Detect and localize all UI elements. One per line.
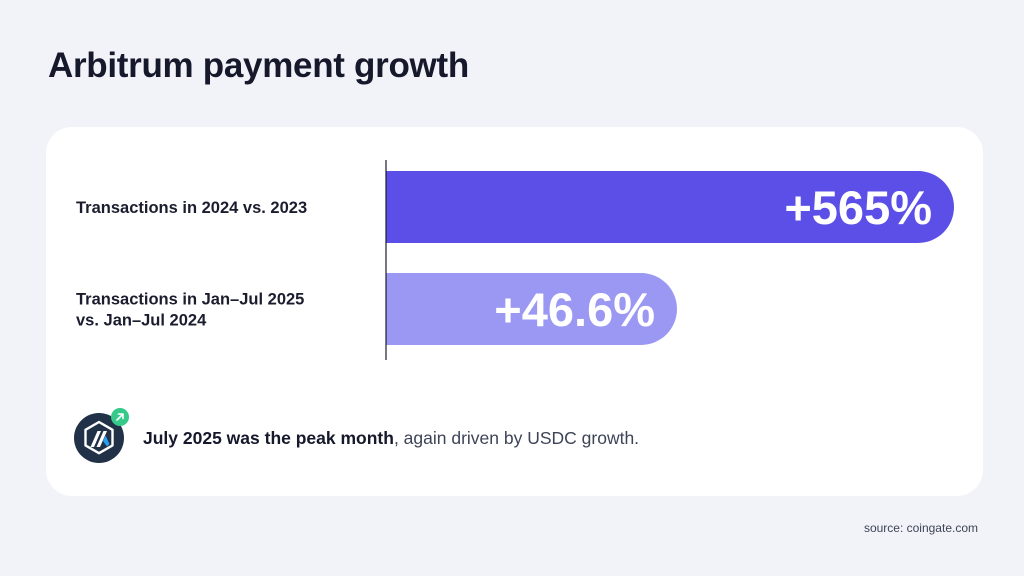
arbitrum-logo-icon: [74, 408, 129, 463]
page-title: Arbitrum payment growth: [48, 46, 469, 85]
bar-chart: +565% Transactions in 2024 vs. 2023 +46.6%…: [76, 160, 954, 360]
trend-up-arrow-icon: [111, 408, 129, 426]
category-label-1: Transactions in 2024 vs. 2023: [76, 199, 307, 217]
source-credit: source: coingate.com: [863, 521, 978, 535]
bar-value-label-2: +46.6%: [494, 283, 655, 336]
category-label-2: Transactions in Jan–Jul 2025 vs. Jan–Jul …: [76, 291, 304, 330]
insight-note: July 2025 was the peak month, again driv…: [74, 408, 639, 463]
bar-value-label-1: +565%: [784, 181, 932, 234]
bar-2: [386, 273, 677, 345]
insight-text-bold: July 2025 was the peak month: [143, 427, 394, 448]
insight-text-rest: , again driven by USDC growth.: [393, 427, 640, 448]
bar-1: [386, 171, 954, 243]
chart-card: +565% Transactions in 2024 vs. 2023 +46.6%…: [46, 127, 983, 496]
insight-text: July 2025 was the peak month, again driv…: [143, 428, 639, 449]
